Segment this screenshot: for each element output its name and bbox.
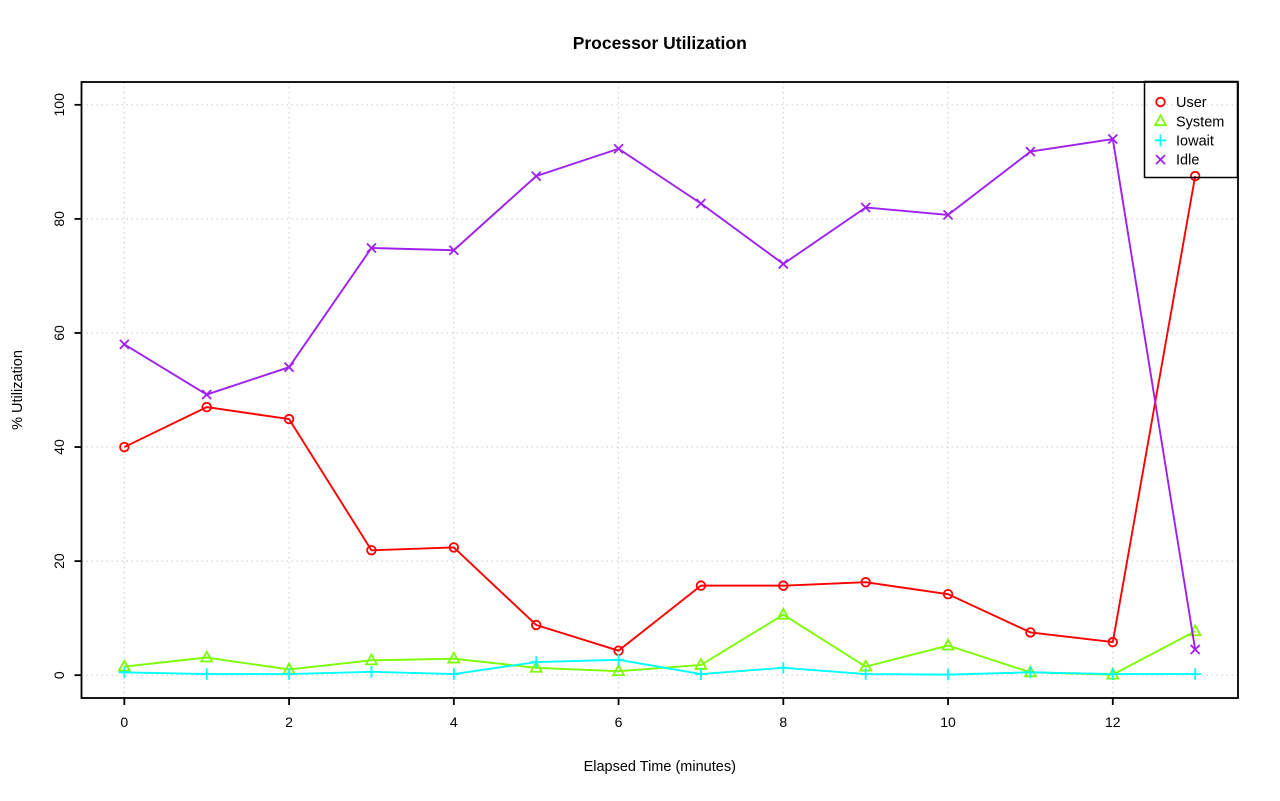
marker-triangle xyxy=(199,649,214,663)
marker-x xyxy=(778,258,789,270)
marker-plus xyxy=(1189,668,1201,680)
chart-title: Processor Utilization xyxy=(573,33,747,53)
series-user xyxy=(119,170,1201,656)
marker-x xyxy=(1190,644,1201,655)
marker-circle xyxy=(448,542,460,553)
marker-x xyxy=(119,339,130,350)
series-system xyxy=(117,607,1203,680)
marker-circle xyxy=(695,580,707,591)
x-axis-label: Elapsed Time (minutes) xyxy=(584,759,736,775)
series-line-system xyxy=(124,613,1196,676)
marker-circle xyxy=(1025,627,1036,638)
marker-plus xyxy=(1154,134,1167,147)
marker-triangle xyxy=(1153,113,1168,127)
plot-border-box xyxy=(80,81,1239,699)
marker-x xyxy=(1025,146,1036,157)
series-line-iowait xyxy=(124,658,1196,676)
marker-x xyxy=(613,143,624,154)
x-tick-label: 6 xyxy=(615,714,623,730)
marker-triangle xyxy=(364,652,379,666)
marker-plus xyxy=(448,668,460,680)
series-iowait xyxy=(118,653,1201,681)
marker-x xyxy=(1155,154,1166,165)
marker-x xyxy=(860,202,871,213)
legend-label-user: User xyxy=(1176,95,1207,111)
marker-circle xyxy=(283,413,295,425)
marker-triangle xyxy=(529,660,544,673)
y-tick-label: 80 xyxy=(51,211,67,227)
axis-layer: 0 2 4 6 8 10 12 0 20 40 60 80 100 xyxy=(51,93,1121,730)
y-tick-label: 0 xyxy=(51,671,67,679)
marker-triangle xyxy=(776,607,791,620)
marker-plus xyxy=(612,653,625,666)
marker-x xyxy=(448,245,459,256)
marker-triangle xyxy=(446,650,461,664)
marker-plus xyxy=(365,665,378,678)
marker-x xyxy=(531,170,542,182)
marker-plus xyxy=(283,668,295,680)
x-tick-label: 4 xyxy=(450,714,458,730)
marker-plus xyxy=(200,668,213,680)
marker-circle xyxy=(119,441,130,453)
marker-triangle xyxy=(941,637,955,651)
marker-circle xyxy=(860,577,871,588)
y-axis-label: % Utilization xyxy=(10,350,26,430)
marker-circle xyxy=(201,401,212,413)
series-line-user xyxy=(123,175,1197,652)
marker-x xyxy=(1107,133,1118,145)
marker-plus xyxy=(695,668,707,680)
marker-circle xyxy=(366,545,377,556)
marker-circle xyxy=(1155,96,1166,108)
marker-triangle xyxy=(611,663,626,677)
marker-circle xyxy=(1107,636,1118,648)
marker-plus xyxy=(118,666,131,679)
marker-plus xyxy=(530,656,542,668)
legend: User System Iowait Idle xyxy=(1143,80,1239,179)
grid-layer xyxy=(81,82,1238,698)
x-tick-label: 10 xyxy=(940,714,956,730)
marker-plus xyxy=(1106,668,1119,680)
series-layer xyxy=(117,133,1203,681)
legend-label-system: System xyxy=(1176,114,1224,130)
x-tick-label: 12 xyxy=(1105,714,1121,730)
marker-x xyxy=(201,389,212,400)
marker-x xyxy=(283,362,295,373)
marker-plus xyxy=(942,668,954,681)
marker-circle xyxy=(1189,170,1201,182)
marker-circle xyxy=(778,580,789,591)
x-tick-label: 8 xyxy=(779,714,787,730)
y-tick-label: 100 xyxy=(51,93,67,117)
marker-x xyxy=(695,198,707,209)
y-tick-label: 60 xyxy=(51,325,67,341)
y-tick-label: 40 xyxy=(51,439,67,455)
legend-label-idle: Idle xyxy=(1176,153,1199,169)
legend-box xyxy=(1143,80,1239,179)
marker-x xyxy=(942,209,954,221)
x-tick-label: 2 xyxy=(285,714,293,730)
marker-circle xyxy=(530,619,542,631)
y-tick-label: 20 xyxy=(51,553,67,569)
series-line-idle xyxy=(123,138,1197,650)
marker-plus xyxy=(777,661,790,674)
marker-plus xyxy=(859,668,872,680)
legend-label-iowait: Iowait xyxy=(1176,133,1214,149)
marker-plus xyxy=(1024,666,1037,679)
marker-x xyxy=(366,242,377,254)
marker-circle xyxy=(942,588,954,600)
series-idle xyxy=(119,133,1201,655)
x-tick-label: 0 xyxy=(120,714,128,730)
